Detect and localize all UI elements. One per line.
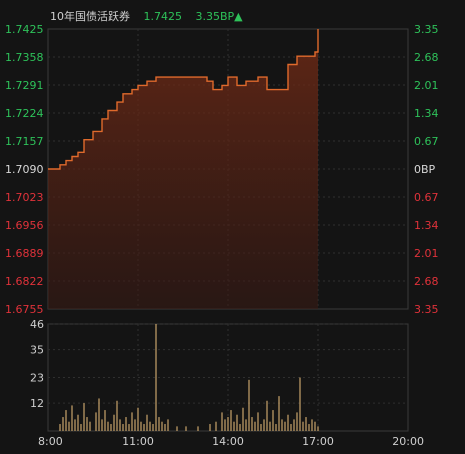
bp-tick-label: 2.01 [414, 79, 439, 92]
bp-tick-label: 0BP [414, 163, 436, 176]
time-axis-label: 17:00 [302, 435, 334, 448]
price-tick-label: 1.7425 [5, 23, 44, 36]
bp-tick-label: 2.68 [414, 275, 439, 288]
volume-tick-label: 46 [30, 318, 44, 331]
time-axis-label: 20:00 [392, 435, 424, 448]
price-tick-label: 1.7157 [5, 135, 44, 148]
bp-tick-label: 3.35 [414, 23, 439, 36]
bp-tick-label: 1.34 [414, 219, 439, 232]
price-area-fill [48, 29, 318, 309]
price-tick-label: 1.7358 [5, 51, 44, 64]
price-line [48, 29, 319, 170]
instrument-name: 10年国债活跃券 [50, 10, 130, 23]
price-tick-label: 1.6822 [5, 275, 44, 288]
bp-tick-label: 2.01 [414, 247, 439, 260]
price-tick-label: 1.7023 [5, 191, 44, 204]
price-tick-label: 1.6956 [5, 219, 44, 232]
price-tick-label: 1.6889 [5, 247, 44, 260]
time-axis-label: 8:00 [38, 435, 63, 448]
quote-header: 10年国债活跃券 1.7425 3.35BP▲ [50, 8, 243, 24]
bp-tick-label: 0.67 [414, 135, 439, 148]
price-tick-label: 1.7224 [5, 107, 44, 120]
bp-tick-label: 3.35 [414, 303, 439, 316]
time-axis-label: 14:00 [212, 435, 244, 448]
volume-tick-label: 23 [30, 372, 44, 385]
price-tick-label: 1.7090 [5, 163, 44, 176]
volume-tick-label: 35 [30, 344, 44, 357]
last-price: 1.7425 [143, 10, 183, 23]
bp-tick-label: 1.34 [414, 107, 439, 120]
volume-tick-label: 12 [30, 397, 44, 410]
price-tick-label: 1.6755 [5, 303, 44, 316]
bp-tick-label: 2.68 [414, 51, 439, 64]
bp-tick-label: 0.67 [414, 191, 439, 204]
change-bp: 3.35BP▲ [195, 10, 243, 23]
price-tick-label: 1.7291 [5, 79, 44, 92]
time-axis-label: 11:00 [122, 435, 154, 448]
